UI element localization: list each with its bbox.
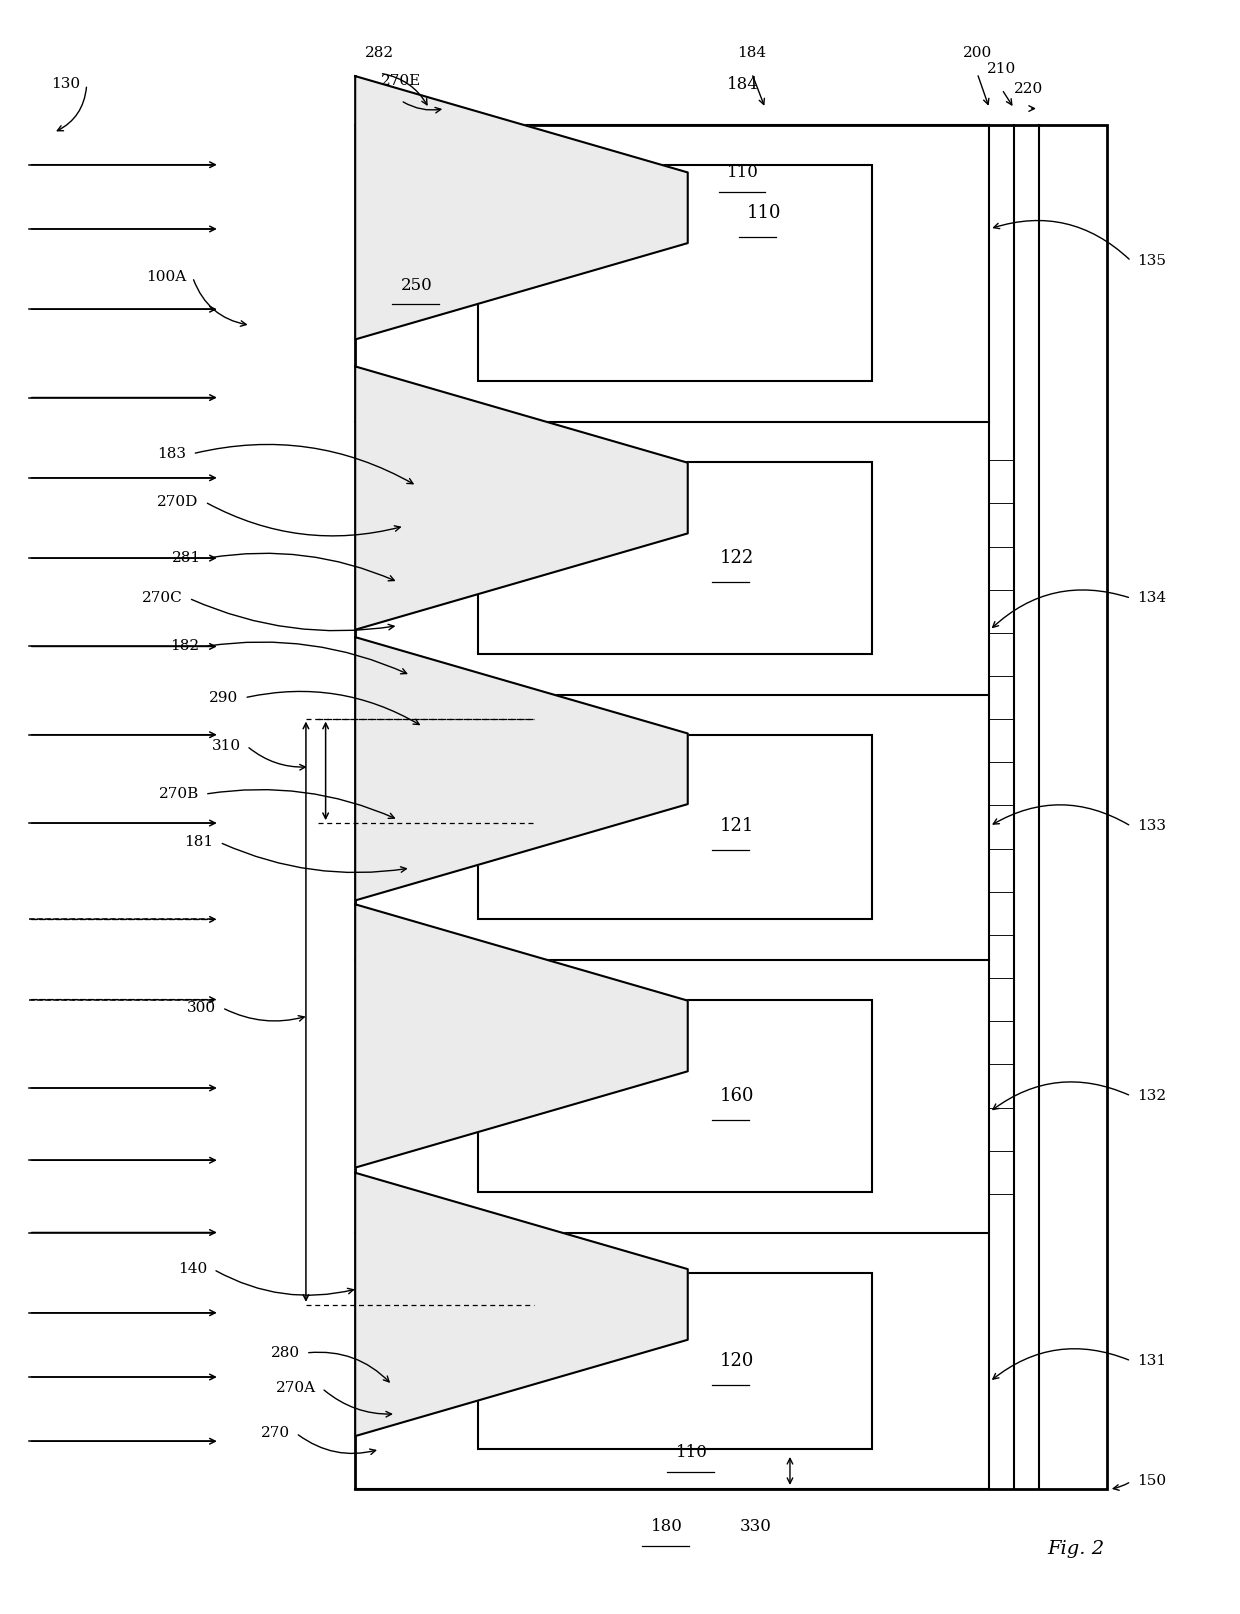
Text: 120: 120	[720, 1353, 754, 1370]
Text: 183: 183	[157, 447, 186, 460]
Text: 200: 200	[962, 47, 992, 60]
Text: 270B: 270B	[159, 788, 198, 801]
Text: 280: 280	[270, 1346, 300, 1361]
Bar	[479, 1273, 873, 1449]
Polygon shape	[355, 76, 688, 339]
Text: 270A: 270A	[275, 1382, 316, 1394]
Text: 250: 250	[401, 276, 433, 294]
Text: 181: 181	[185, 836, 213, 849]
Text: 150: 150	[1137, 1474, 1167, 1488]
Text: 180: 180	[651, 1517, 683, 1535]
Bar	[479, 165, 873, 381]
Polygon shape	[355, 366, 688, 629]
Text: 270D: 270D	[157, 495, 198, 508]
Text: 110: 110	[746, 203, 781, 221]
Text: 184: 184	[738, 47, 766, 60]
Text: 282: 282	[366, 47, 394, 60]
Bar	[479, 734, 873, 920]
Text: 130: 130	[51, 77, 81, 92]
Text: 131: 131	[1137, 1354, 1167, 1369]
Text: 121: 121	[720, 817, 754, 836]
Text: 290: 290	[208, 691, 238, 705]
Polygon shape	[355, 638, 688, 901]
Text: 330: 330	[739, 1517, 771, 1535]
Text: 134: 134	[1137, 591, 1167, 605]
Bar	[355, 124, 1106, 1490]
Bar	[479, 462, 873, 654]
Text: Fig. 2: Fig. 2	[1047, 1540, 1105, 1558]
Text: 160: 160	[719, 1086, 754, 1106]
Text: 270: 270	[260, 1427, 290, 1440]
Text: 140: 140	[179, 1262, 207, 1277]
Text: 110: 110	[676, 1445, 707, 1461]
Text: 310: 310	[212, 739, 241, 754]
Text: 100A: 100A	[146, 270, 186, 284]
Text: 184: 184	[727, 76, 759, 94]
Text: 122: 122	[720, 549, 754, 567]
Text: 220: 220	[1014, 82, 1044, 95]
Text: 110: 110	[727, 165, 759, 181]
Text: 182: 182	[170, 639, 198, 654]
Polygon shape	[355, 904, 688, 1167]
Text: 133: 133	[1137, 820, 1167, 833]
Text: 270C: 270C	[143, 591, 182, 605]
Text: 135: 135	[1137, 253, 1167, 268]
Polygon shape	[355, 1173, 688, 1436]
Text: 300: 300	[187, 1001, 216, 1015]
Bar	[479, 999, 873, 1193]
Text: 281: 281	[172, 550, 201, 565]
Text: 132: 132	[1137, 1089, 1167, 1102]
Text: 210: 210	[987, 63, 1017, 76]
Text: 270E: 270E	[381, 74, 420, 87]
